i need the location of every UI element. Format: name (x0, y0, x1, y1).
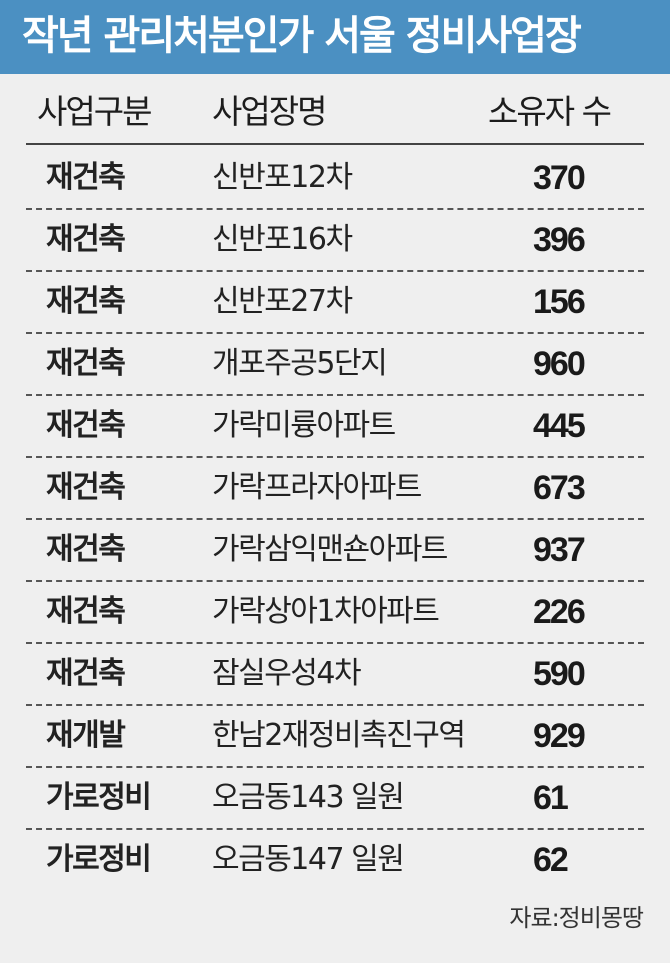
table-header: 사업구분 사업장명 소유자 수 (0, 82, 670, 142)
cell-type: 가로정비 (46, 842, 152, 877)
cell-type: 재건축 (46, 470, 126, 505)
cell-type: 재건축 (46, 346, 126, 381)
cell-name: 오금동147 일원 (212, 842, 405, 877)
cell-name: 가락프라자아파트 (212, 470, 422, 505)
cell-type: 재건축 (46, 284, 126, 319)
table-row: 재건축 가락미륭아파트 445 (26, 394, 644, 456)
cell-name: 가락상아1차아파트 (212, 594, 440, 629)
table-row: 재건축 신반포16차 396 (26, 208, 644, 270)
header-divider (26, 143, 644, 145)
cell-owners: 61 (533, 779, 569, 817)
cell-type: 재건축 (46, 594, 126, 629)
cell-owners: 590 (533, 655, 586, 693)
cell-owners: 370 (533, 159, 586, 197)
cell-name: 가락삼익맨숀아파트 (212, 532, 448, 567)
table-row: 가로정비 오금동143 일원 61 (26, 766, 644, 828)
cell-owners: 62 (533, 841, 569, 879)
page-title: 작년 관리처분인가 서울 정비사업장 (22, 13, 582, 59)
cell-owners: 396 (533, 221, 586, 259)
table-body: 재건축 신반포12차 370 재건축 신반포16차 396 재건축 신반포27차 156 재건축 개… (0, 146, 670, 890)
cell-name: 신반포27차 (212, 284, 353, 319)
table-row: 재건축 신반포12차 370 (26, 146, 644, 208)
cell-name: 신반포16차 (212, 222, 353, 257)
cell-type: 재건축 (46, 408, 126, 443)
table-row: 가로정비 오금동147 일원 62 (26, 828, 644, 890)
cell-type: 재건축 (46, 222, 126, 257)
cell-name: 가락미륭아파트 (212, 408, 396, 443)
header-name: 사업장명 (212, 92, 327, 131)
cell-owners: 445 (533, 407, 586, 445)
cell-name: 개포주공5단지 (212, 346, 388, 381)
table-row: 재건축 가락프라자아파트 673 (26, 456, 644, 518)
cell-owners: 673 (533, 469, 586, 507)
cell-owners: 226 (533, 593, 586, 631)
cell-type: 가로정비 (46, 780, 152, 815)
cell-owners: 156 (533, 283, 586, 321)
cell-type: 재개발 (46, 718, 126, 753)
cell-type: 재건축 (46, 160, 126, 195)
header-type: 사업구분 (37, 92, 152, 131)
cell-owners: 960 (533, 345, 586, 383)
header-owners: 소유자 수 (488, 92, 612, 131)
cell-owners: 929 (533, 717, 586, 755)
cell-name: 한남2재정비촉진구역 (212, 718, 466, 753)
cell-type: 재건축 (46, 532, 126, 567)
cell-name: 오금동143 일원 (212, 780, 405, 815)
table-row: 재건축 잠실우성4차 590 (26, 642, 644, 704)
table-row: 재건축 개포주공5단지 960 (26, 332, 644, 394)
cell-name: 잠실우성4차 (212, 656, 362, 691)
title-bar: 작년 관리처분인가 서울 정비사업장 (0, 0, 670, 74)
table-row: 재건축 가락상아1차아파트 226 (26, 580, 644, 642)
table-row: 재건축 가락삼익맨숀아파트 937 (26, 518, 644, 580)
source-note: 자료:정비몽땅 (509, 904, 644, 932)
cell-name: 신반포12차 (212, 160, 353, 195)
cell-type: 재건축 (46, 656, 126, 691)
table-row: 재개발 한남2재정비촉진구역 929 (26, 704, 644, 766)
cell-owners: 937 (533, 531, 586, 569)
table-row: 재건축 신반포27차 156 (26, 270, 644, 332)
